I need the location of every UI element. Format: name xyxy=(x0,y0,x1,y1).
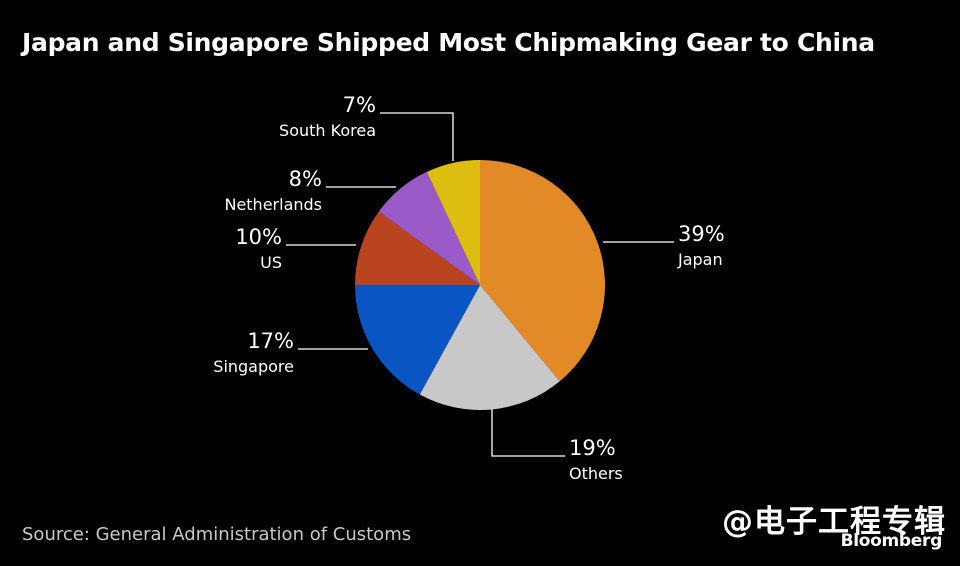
pie-slice-us xyxy=(355,211,480,285)
category-label-south-korea: South Korea xyxy=(279,121,376,140)
category-label-others: Others xyxy=(569,464,623,483)
data-label-others: 19% xyxy=(569,436,616,460)
data-label-singapore: 17% xyxy=(247,329,294,353)
category-label-us: US xyxy=(260,253,282,272)
pie-slice-others xyxy=(419,285,560,411)
watermark-text: @电子工程专辑 xyxy=(722,504,946,540)
category-label-singapore: Singapore xyxy=(213,357,294,376)
category-label-japan: Japan xyxy=(677,250,723,269)
data-label-netherlands: 8% xyxy=(289,167,322,191)
data-label-us: 10% xyxy=(235,225,282,249)
pie-slice-japan xyxy=(480,160,605,382)
leader-line-others xyxy=(491,409,565,457)
bloomberg-logo: Bloomberg xyxy=(840,531,943,551)
chart-title: Japan and Singapore Shipped Most Chipmak… xyxy=(22,28,875,57)
category-label-netherlands: Netherlands xyxy=(224,195,322,214)
pie-slice-netherlands xyxy=(378,171,480,285)
data-label-south-korea: 7% xyxy=(343,93,376,117)
source-note: Source: General Administration of Custom… xyxy=(22,524,412,545)
data-label-japan: 39% xyxy=(678,222,725,246)
pie-slice-singapore xyxy=(355,285,480,395)
leader-line-south-korea xyxy=(380,112,454,161)
pie-slice-south-korea xyxy=(426,160,480,285)
